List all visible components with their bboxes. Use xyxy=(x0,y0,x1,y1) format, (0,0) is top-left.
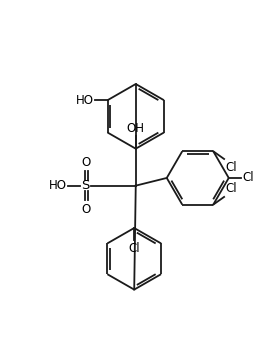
Text: Cl: Cl xyxy=(243,171,254,184)
Text: O: O xyxy=(81,156,91,169)
Text: O: O xyxy=(81,203,91,216)
Text: Cl: Cl xyxy=(226,161,237,174)
Text: OH: OH xyxy=(127,122,145,135)
Text: S: S xyxy=(81,179,90,192)
Text: HO: HO xyxy=(49,179,67,192)
Text: HO: HO xyxy=(76,94,94,107)
Text: Cl: Cl xyxy=(226,183,237,195)
Text: Cl: Cl xyxy=(129,242,140,255)
